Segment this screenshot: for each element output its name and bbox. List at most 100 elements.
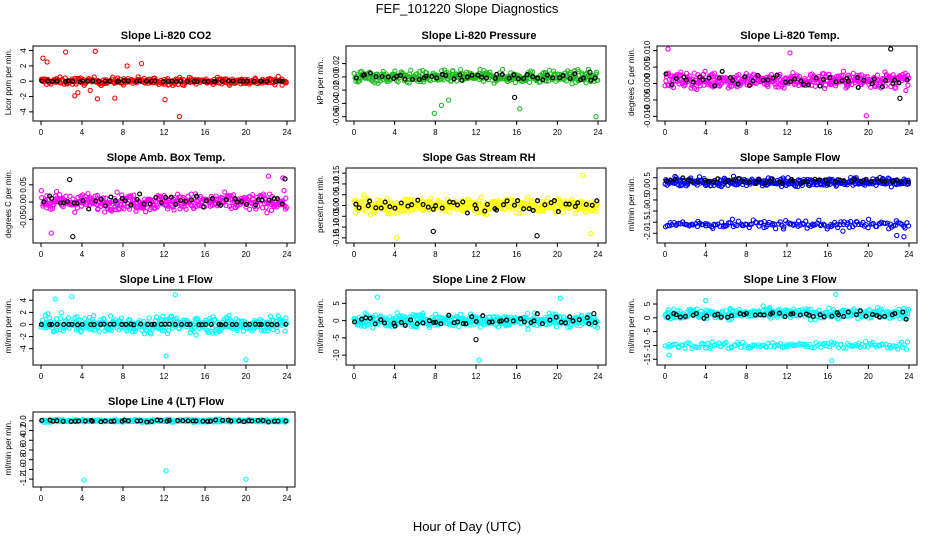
y-tick-label: 0.00 (332, 197, 341, 213)
data-point (888, 184, 894, 190)
data-point (101, 209, 108, 215)
data-point (244, 78, 250, 84)
data-point (512, 79, 519, 86)
data-point (232, 196, 238, 202)
data-point (111, 321, 117, 327)
data-point (417, 68, 423, 74)
data-point (460, 199, 466, 205)
panel-line1-flow: Slope Line 1 Flow ml/min per min. 0 4 8 12 1… (4, 274, 296, 381)
data-point (890, 72, 896, 78)
series-1-min-slope (351, 294, 601, 363)
data-point (223, 197, 229, 203)
series-30-min-slope (39, 78, 285, 85)
y-axis: -10-505 (332, 301, 346, 361)
data-point (157, 193, 164, 199)
data-point (796, 73, 803, 80)
data-point (230, 78, 236, 84)
data-point (718, 219, 725, 225)
data-point (140, 204, 147, 210)
data-point (550, 75, 556, 81)
data-point (134, 196, 140, 202)
y-axis-label: degrees C per min. (627, 48, 636, 116)
data-point (408, 197, 415, 203)
data-point (168, 194, 174, 200)
x-axis: 0 4 8 12 16 20 24 (352, 243, 603, 259)
data-point (353, 75, 359, 81)
x-tick-label: 16 (201, 250, 210, 259)
data-point (457, 72, 463, 78)
data-point (741, 179, 747, 185)
data-point (143, 209, 149, 215)
data-point (858, 178, 864, 184)
data-point (746, 224, 752, 231)
series-1-min-slope (38, 416, 290, 483)
data-point (583, 80, 589, 86)
data-point (812, 176, 818, 182)
outlier-point (81, 477, 87, 483)
panel-title: Slope Li-820 Pressure (422, 30, 537, 42)
data-point (711, 70, 718, 76)
x-tick-label: 24 (905, 128, 914, 137)
data-point (373, 205, 379, 211)
data-point (812, 83, 819, 89)
data-point (102, 78, 108, 84)
data-point (193, 193, 200, 199)
data-point (905, 179, 912, 185)
y-tick-label: -10 (332, 349, 341, 361)
data-point (128, 321, 134, 327)
data-point (237, 78, 243, 84)
data-points (662, 291, 912, 364)
data-point (747, 179, 753, 185)
data-point (854, 75, 860, 81)
data-point (264, 78, 270, 84)
data-point (438, 199, 445, 205)
series-30-min-slope (353, 69, 598, 101)
data-point (112, 198, 119, 204)
data-point (856, 221, 862, 228)
outlier-point (666, 352, 672, 358)
data-point (702, 345, 709, 351)
data-point (683, 77, 689, 83)
data-point (74, 205, 81, 211)
data-point (566, 201, 572, 207)
x-tick-label: 12 (160, 372, 169, 381)
data-point (54, 321, 60, 327)
data-point (563, 78, 570, 84)
data-point (484, 201, 490, 207)
data-point (414, 71, 420, 77)
data-point (122, 198, 128, 204)
y-tick-label: 2 (19, 63, 28, 68)
y-tick-label: -0.15 (332, 228, 341, 247)
data-point (170, 204, 176, 210)
data-point (735, 218, 742, 224)
data-point (65, 315, 72, 321)
data-point (158, 199, 165, 206)
x-axis: 0 4 8 12 16 20 24 (663, 365, 914, 381)
data-point (282, 328, 288, 334)
data-point (852, 177, 858, 183)
data-point (774, 72, 780, 78)
data-point (893, 85, 899, 91)
panel-title: Slope Li-820 CO2 (121, 30, 211, 42)
y-tick-label: -0.06 (332, 107, 341, 126)
x-tick-label: 16 (201, 128, 210, 137)
data-point (443, 72, 449, 78)
y-tick-label: 2 (19, 310, 28, 315)
y-tick-label: 0.005 (643, 57, 652, 78)
y-axis-label: ml/min per min. (627, 299, 636, 354)
data-point (146, 315, 152, 321)
data-point (841, 221, 847, 228)
data-point (790, 69, 796, 76)
data-point (128, 202, 134, 208)
data-point (781, 85, 787, 91)
data-point (246, 206, 253, 213)
data-point (719, 68, 725, 74)
data-point (283, 195, 289, 201)
data-point (283, 315, 289, 321)
data-point (96, 328, 102, 335)
data-point (882, 83, 889, 89)
x-tick-label: 12 (783, 128, 792, 137)
data-point (530, 207, 536, 214)
